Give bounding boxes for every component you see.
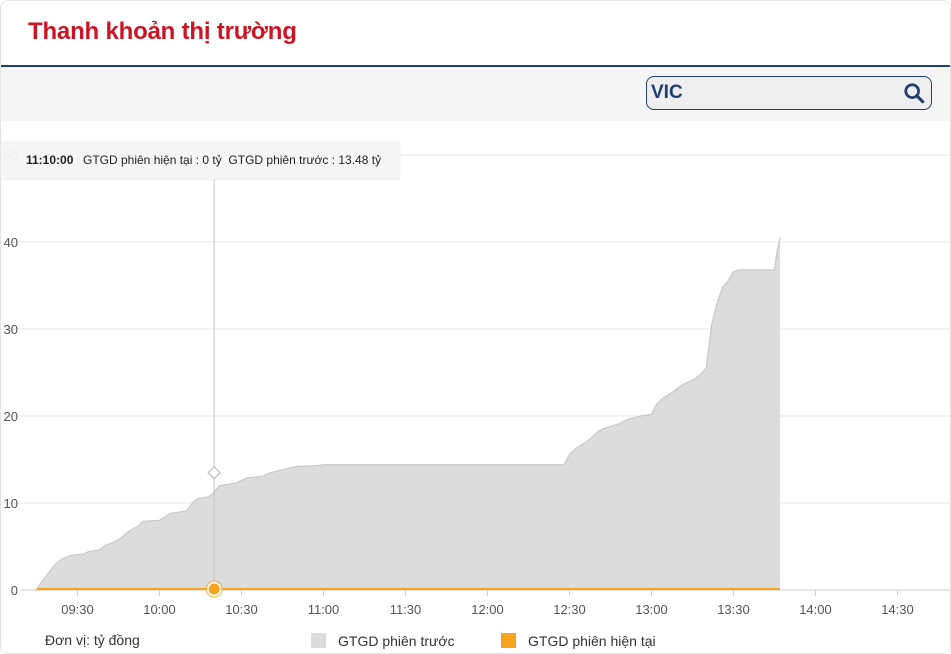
x-tick-label: 11:00 [308, 602, 340, 617]
y-tick-label: 30 [4, 322, 18, 337]
current-value-marker [207, 582, 221, 596]
x-tick-label: 10:30 [225, 602, 258, 617]
legend-swatch-previous [311, 633, 326, 648]
previous-session-line [35, 237, 781, 591]
y-tick-label: 10 [4, 496, 18, 511]
toolbar [1, 67, 950, 121]
x-tick-label: 12:00 [471, 602, 504, 617]
previous-session-area [36, 237, 780, 590]
tooltip-previous-label: GTGD phiên trước [228, 153, 329, 167]
stock-search-box[interactable] [646, 76, 932, 110]
liquidity-chart[interactable]: 01020304050 09:3010:0010:3011:0011:3012:… [1, 121, 951, 625]
legend-label-current: GTGD phiên hiện tại [528, 633, 656, 649]
y-tick-label: 0 [11, 583, 18, 598]
x-tick-label: 13:30 [717, 602, 750, 617]
y-tick-label: 40 [4, 235, 18, 250]
tooltip-values: GTGD phiên hiện tại : 0 tỷ GTGD phiên tr… [83, 153, 382, 167]
y-axis: 01020304050 [4, 148, 18, 598]
panel-header: Thanh khoản thị trường [1, 1, 950, 67]
chart-footer: Đơn vị: tỷ đồng GTGD phiên trước GTGD ph… [1, 627, 950, 653]
x-tick-label: 09:30 [61, 602, 94, 617]
x-axis: 09:30 10:00 10:30 11:00 11:30 12:00 12:30 13:00… [61, 590, 914, 617]
x-tick-label: 14:30 [881, 602, 914, 617]
y-tick-label: 20 [4, 409, 18, 424]
x-tick-label: 12:30 [553, 602, 586, 617]
unit-label: Đơn vị: tỷ đồng [45, 632, 140, 648]
x-tick-label: 10:00 [143, 602, 176, 617]
tooltip-current-value: 0 tỷ [202, 153, 222, 167]
tooltip-time: 11:10:00 [26, 153, 74, 167]
stock-search-input[interactable] [651, 81, 891, 105]
chart-tooltip: 11:10:00 GTGD phiên hiện tại : 0 tỷ GTGD… [1, 141, 400, 179]
crosshair [205, 171, 223, 598]
x-tick-label: 14:00 [799, 602, 832, 617]
series-area-layer [35, 237, 781, 591]
tooltip-previous-value: 13.48 tỷ [338, 153, 382, 167]
tooltip-current-label: GTGD phiên hiện tại [83, 153, 193, 167]
previous-value-marker [207, 465, 222, 480]
x-tick-label: 11:30 [390, 602, 422, 617]
legend-label-previous: GTGD phiên trước [338, 633, 455, 649]
legend-swatch-current [501, 633, 516, 648]
x-tick-label: 13:00 [635, 602, 668, 617]
panel-title: Thanh khoản thị trường [28, 18, 297, 45]
search-icon[interactable] [903, 82, 925, 104]
